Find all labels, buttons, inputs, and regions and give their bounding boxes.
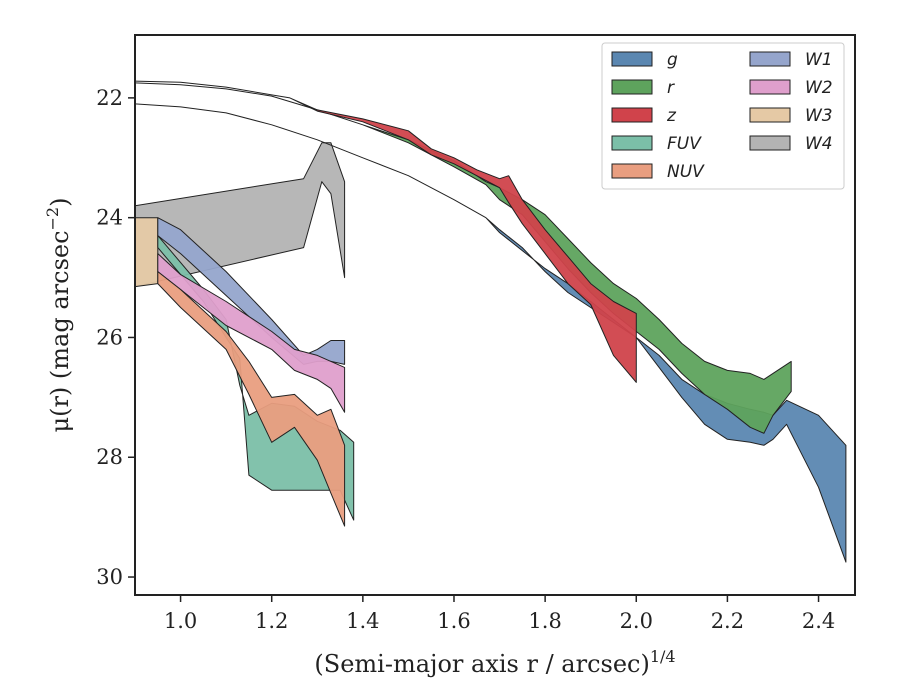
legend-swatch-g: [611, 51, 653, 67]
legend-label-w1: W1: [805, 50, 833, 70]
legend-label-w4: W4: [805, 134, 833, 154]
y-tick-label: 22: [96, 86, 123, 110]
band-w1: [157, 217, 346, 365]
legend-label-w2: W2: [805, 78, 833, 98]
x-tick-label: 1.6: [437, 609, 470, 633]
y-axis-title: μ(r) (mag arcsec−2): [43, 198, 74, 433]
legend-label-g: g: [667, 50, 678, 70]
x-tick-label: 2.4: [802, 609, 835, 633]
x-tick-label: 2.2: [711, 609, 744, 633]
legend-swatch-w2: [749, 79, 791, 95]
legend-swatch-nuv: [611, 163, 653, 179]
x-tick-label: 1.8: [528, 609, 561, 633]
y-tick-label: 28: [96, 445, 123, 469]
x-tick-label: 2.0: [620, 609, 653, 633]
legend-swatch-w4: [749, 135, 791, 151]
x-tick-label: 1.2: [255, 609, 288, 633]
legend-label-z: z: [666, 106, 677, 126]
plot-frame: [134, 34, 856, 596]
profile-bands: [135, 80, 847, 563]
legend-swatch-fuv: [611, 135, 653, 151]
y-tick-label: 30: [96, 565, 123, 589]
band-g: [135, 103, 847, 563]
legend-swatch-w3: [749, 107, 791, 123]
band-w3: [135, 217, 159, 288]
x-axis-title: (Semi-major axis r / arcsec)1/4: [314, 647, 675, 678]
legend-label-w3: W3: [805, 106, 833, 126]
y-axis: 22 24 26 28 30: [96, 86, 135, 589]
x-axis: 1.0 1.2 1.4 1.6 1.8 2.0 2.2 2.4: [164, 595, 835, 633]
band-z: [135, 80, 637, 383]
legend-swatch-z: [611, 107, 653, 123]
band-nuv: [157, 271, 346, 527]
legend-swatch-w1: [749, 51, 791, 67]
x-tick-label: 1.4: [346, 609, 379, 633]
legend-label-r: r: [667, 78, 675, 98]
legend-swatch-r: [611, 79, 653, 95]
y-tick-label: 24: [96, 206, 123, 230]
y-tick-label: 26: [96, 325, 123, 349]
legend: grz FUV NUV W1 W2 W3 W4: [601, 42, 845, 190]
legend-label-nuv: NUV: [667, 162, 705, 182]
legend-label-fuv: FUV: [667, 134, 702, 154]
x-tick-label: 1.0: [164, 609, 197, 633]
band-w2: [157, 253, 346, 413]
